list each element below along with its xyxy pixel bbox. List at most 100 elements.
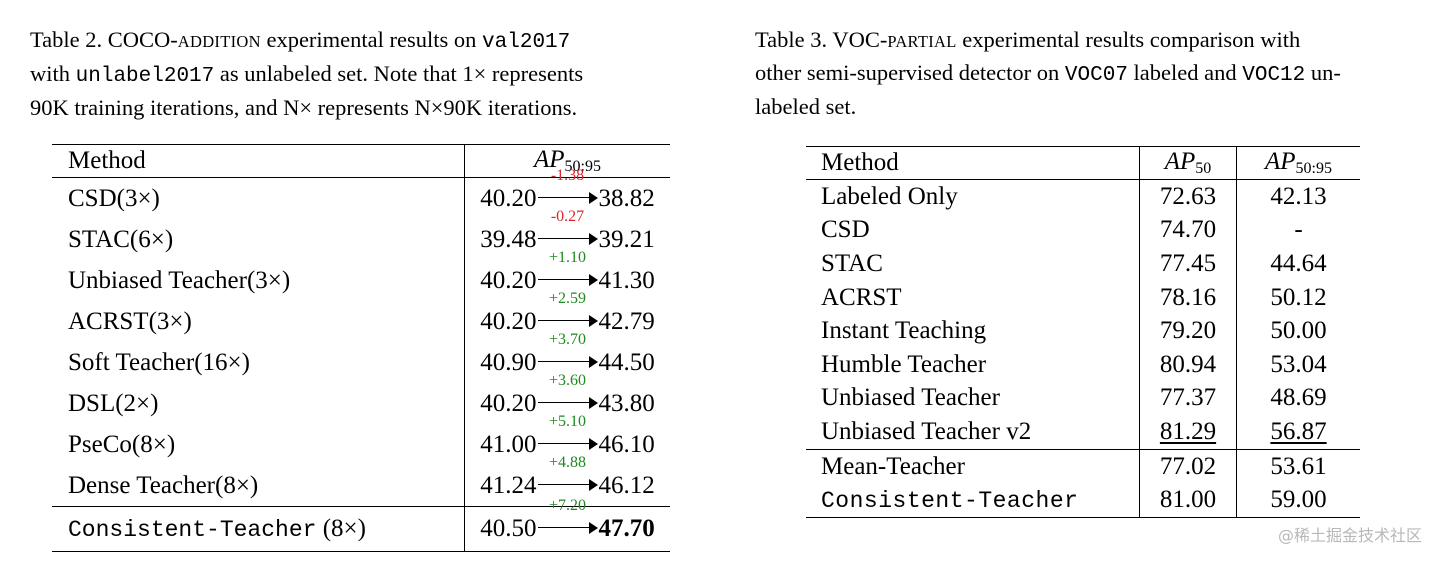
table3-method-cell: Mean-Teacher bbox=[806, 448, 1140, 484]
after-value: 44.50 bbox=[598, 348, 655, 376]
table3-ap50-cell: 80.94 bbox=[1139, 347, 1237, 382]
table2-row: STAC(6×) 39.48 -0.27 39.21 bbox=[52, 208, 671, 260]
table2-result-cell: 39.48 -0.27 39.21 bbox=[465, 208, 671, 260]
delta-value: -1.38 bbox=[550, 166, 585, 184]
table3-caption-line1: Table 3. VOC-PARTIAL experimental result… bbox=[755, 27, 1301, 52]
table3-method-cell: Unbiased Teacher v2 bbox=[806, 415, 1140, 450]
table3-method-cell: Unbiased Teacher bbox=[806, 381, 1140, 416]
table2-method-cell: Unbiased Teacher(3×) bbox=[52, 260, 465, 301]
after-value: 47.70 bbox=[598, 515, 655, 542]
table3-ap50-cell: 72.63 bbox=[1139, 179, 1237, 214]
table3-ap5095-cell: 44.64 bbox=[1270, 249, 1327, 277]
before-value: 40.20 bbox=[480, 389, 537, 417]
table2-method-cell: ACRST(3×) bbox=[52, 301, 465, 342]
table3-ap50-cell: 81.00 bbox=[1139, 483, 1237, 518]
table3-ap5095-cell: 48.69 bbox=[1270, 384, 1327, 412]
table2-result-cell: 40.90 +3.70 44.50 bbox=[465, 331, 671, 383]
table2-header-row: Method AP50:95 bbox=[52, 144, 670, 178]
table2-row: CSD(3×) 40.20 -1.38 38.82 bbox=[52, 167, 670, 219]
table2-row-final: Consistent-Teacher (8×) 40.50 +7.20 47.70 bbox=[52, 497, 670, 552]
table3-header-ap5095: AP50:95 bbox=[1236, 146, 1360, 180]
table3-row: Unbiased Teacher 77.37 48.69 bbox=[806, 381, 1360, 416]
after-value: 43.80 bbox=[598, 389, 655, 417]
table3-row: Unbiased Teacher v2 81.29 56.87 bbox=[806, 415, 1360, 450]
change-arrow: +7.20 bbox=[537, 497, 598, 534]
watermark: @稀土掘金技术社区 bbox=[1277, 526, 1422, 545]
table2-method-cell: CSD(3×) bbox=[52, 177, 465, 219]
change-arrow: +3.60 bbox=[537, 372, 598, 409]
delta-value: -0.27 bbox=[550, 207, 585, 225]
after-value: 46.12 bbox=[598, 471, 655, 499]
table2-row: Unbiased Teacher(3×) 40.20 +1.10 41.30 bbox=[52, 249, 671, 301]
table3-row: Labeled Only 72.63 42.13 bbox=[806, 179, 1360, 214]
change-arrow: -0.27 bbox=[537, 208, 598, 245]
after-value: 46.10 bbox=[598, 430, 655, 458]
change-arrow: +5.10 bbox=[537, 413, 598, 450]
table3-ap50-cell: 81.29 bbox=[1139, 415, 1237, 450]
table3-row-final: Consistent-Teacher 81.00 59.00 bbox=[806, 483, 1360, 518]
after-value: 42.79 bbox=[598, 307, 655, 335]
before-value: 40.50 bbox=[480, 515, 537, 542]
table3-ap50-cell: 77.02 bbox=[1139, 448, 1237, 484]
table3-ap5095-cell: - bbox=[1294, 216, 1303, 244]
before-value: 41.00 bbox=[480, 430, 537, 458]
table3-row: CSD 74.70 - bbox=[806, 213, 1360, 248]
table2-result-cell: 41.00 +5.10 46.10 bbox=[465, 413, 671, 465]
before-value: 41.24 bbox=[480, 471, 537, 499]
table3-ap50-cell: 78.16 bbox=[1139, 280, 1237, 315]
table2-row: Soft Teacher(16×) 40.90 +3.70 44.50 bbox=[52, 331, 671, 383]
table3-ap50-cell: 77.45 bbox=[1139, 247, 1237, 281]
table2-method-cell: STAC(6×) bbox=[52, 219, 465, 260]
table3-row: STAC 77.45 44.64 bbox=[806, 247, 1360, 281]
table2-result-cell: 41.24 +4.88 46.12 bbox=[465, 454, 671, 507]
table3-ap50-cell: 74.70 bbox=[1139, 213, 1237, 248]
table2-header-method: Method bbox=[52, 144, 465, 178]
table3-ap50-cell: 77.37 bbox=[1139, 381, 1237, 416]
table2-method-cell: Soft Teacher(16×) bbox=[52, 342, 465, 383]
before-value: 40.20 bbox=[480, 266, 537, 294]
table3-row: Mean-Teacher 77.02 53.61 bbox=[806, 448, 1360, 484]
table2-method-cell: Consistent-Teacher (8×) bbox=[52, 506, 465, 552]
delta-value: +4.88 bbox=[548, 453, 587, 471]
delta-value: +3.70 bbox=[548, 330, 587, 348]
change-arrow: +3.70 bbox=[537, 331, 598, 368]
delta-value: +1.10 bbox=[548, 248, 587, 266]
table3-method-cell: CSD bbox=[806, 213, 1140, 248]
table2-caption-line1: Table 2. COCO-ADDITION experimental resu… bbox=[30, 27, 571, 54]
table3-ap5095-cell: 42.13 bbox=[1270, 182, 1327, 210]
table3-method-cell: ACRST bbox=[806, 280, 1140, 315]
table2-result-cell: 40.20 +3.60 43.80 bbox=[465, 372, 671, 424]
table2-row: Dense Teacher(8×) 41.24 +4.88 46.12 bbox=[52, 454, 671, 507]
table3-row: Instant Teaching 79.20 50.00 bbox=[806, 314, 1360, 348]
table3-ap50-cell: 79.20 bbox=[1139, 314, 1237, 348]
table3-method-cell: Humble Teacher bbox=[806, 347, 1140, 382]
table2-method-cell: Dense Teacher(8×) bbox=[52, 465, 465, 507]
table3-caption: Table 3. VOC-PARTIAL experimental result… bbox=[755, 24, 1425, 122]
table2-result-cell: 40.20 +1.10 41.30 bbox=[465, 249, 671, 301]
table2-caption-line3: 90K training iterations, and N× represen… bbox=[30, 95, 578, 120]
table3-ap5095-cell: 53.04 bbox=[1270, 350, 1327, 378]
table3-method-cell: Consistent-Teacher bbox=[806, 483, 1140, 518]
table2-method-cell: PseCo(8×) bbox=[52, 424, 465, 465]
table2-result-cell: 40.20 +2.59 42.79 bbox=[465, 290, 671, 342]
table3-header-method: Method bbox=[806, 146, 1140, 180]
table3-caption-line2: other semi-supervised detector on VOC07 … bbox=[755, 60, 1341, 87]
table3-ap5095-cell: 56.87 bbox=[1270, 417, 1327, 445]
table3-ap5095-cell: 50.12 bbox=[1270, 283, 1327, 311]
table3-caption-line3: labeled set. bbox=[755, 94, 857, 119]
table2-row: PseCo(8×) 41.00 +5.10 46.10 bbox=[52, 413, 671, 465]
change-arrow: +4.88 bbox=[537, 454, 598, 491]
change-arrow: +1.10 bbox=[537, 249, 598, 286]
delta-value: +7.20 bbox=[548, 497, 587, 514]
table2-caption: Table 2. COCO-ADDITION experimental resu… bbox=[30, 24, 700, 123]
table2-row: DSL(2×) 40.20 +3.60 43.80 bbox=[52, 372, 671, 424]
delta-value: +3.60 bbox=[548, 371, 587, 389]
table2-header-metric: AP50:95 bbox=[464, 144, 670, 178]
table3-method-cell: Labeled Only bbox=[806, 179, 1140, 214]
after-value: 39.21 bbox=[598, 225, 655, 253]
delta-value: +2.59 bbox=[548, 289, 587, 307]
table3-method-cell: Instant Teaching bbox=[806, 314, 1140, 348]
change-arrow: -1.38 bbox=[537, 167, 598, 204]
table2-method-cell: DSL(2×) bbox=[52, 383, 465, 424]
delta-value: +5.10 bbox=[548, 412, 587, 430]
